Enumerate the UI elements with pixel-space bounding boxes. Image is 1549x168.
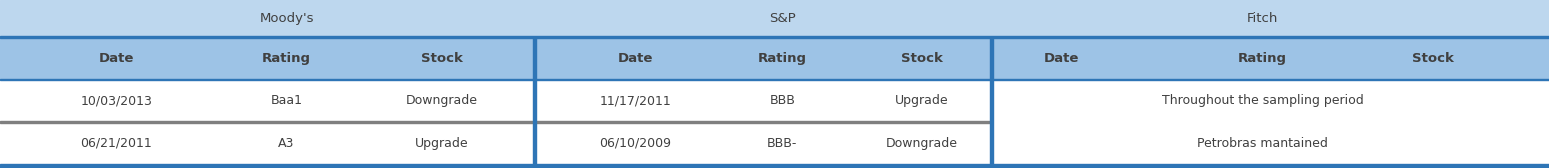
Text: Stock: Stock	[900, 52, 943, 65]
Text: 10/03/2013: 10/03/2013	[81, 94, 152, 107]
Bar	[0, 123, 1549, 164]
Text: BBB: BBB	[770, 94, 795, 107]
Text: Petrobras mantained: Petrobras mantained	[1197, 137, 1327, 150]
Text: S&P: S&P	[768, 12, 796, 25]
Text: Throughout the sampling period: Throughout the sampling period	[1162, 94, 1363, 107]
Text: Baa1: Baa1	[271, 94, 302, 107]
Text: Rating: Rating	[1238, 52, 1287, 65]
Text: Upgrade: Upgrade	[895, 94, 948, 107]
Text: 11/17/2011: 11/17/2011	[599, 94, 671, 107]
Text: 06/21/2011: 06/21/2011	[81, 137, 152, 150]
Bar	[0, 38, 1549, 79]
Text: Downgrade: Downgrade	[406, 94, 477, 107]
Text: 06/10/2009: 06/10/2009	[599, 137, 671, 150]
Bar	[990, 38, 993, 168]
Text: Stock: Stock	[1411, 52, 1455, 65]
Text: BBB-: BBB-	[767, 137, 798, 150]
Text: Rating: Rating	[262, 52, 311, 65]
Bar	[0, 0, 1549, 36]
Text: Downgrade: Downgrade	[886, 137, 957, 150]
Bar	[0, 80, 1549, 121]
Bar	[0, 36, 1549, 38]
Text: Upgrade: Upgrade	[415, 137, 468, 150]
Bar	[0, 79, 1549, 80]
Text: Fitch: Fitch	[1247, 12, 1278, 25]
Text: Moody's: Moody's	[259, 12, 314, 25]
Text: Date: Date	[99, 52, 133, 65]
Bar	[0, 164, 1549, 168]
Text: Stock: Stock	[420, 52, 463, 65]
Text: Rating: Rating	[757, 52, 807, 65]
Bar	[533, 38, 536, 168]
Text: A3: A3	[279, 137, 294, 150]
Text: Date: Date	[1044, 52, 1078, 65]
Bar	[0, 121, 991, 123]
Text: Date: Date	[618, 52, 652, 65]
